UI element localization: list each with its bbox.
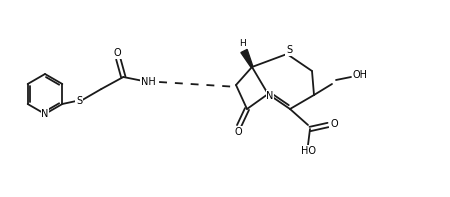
Text: O: O [234,127,242,137]
Text: N: N [41,109,49,119]
Text: O: O [113,48,121,58]
Text: O: O [330,119,338,129]
Text: HO: HO [302,146,316,156]
Polygon shape [241,49,253,67]
Text: S: S [76,96,82,106]
Text: NH: NH [141,77,156,87]
Text: N: N [266,91,274,101]
Text: OH: OH [352,70,368,80]
Text: S: S [286,45,292,55]
Text: H: H [238,38,245,47]
